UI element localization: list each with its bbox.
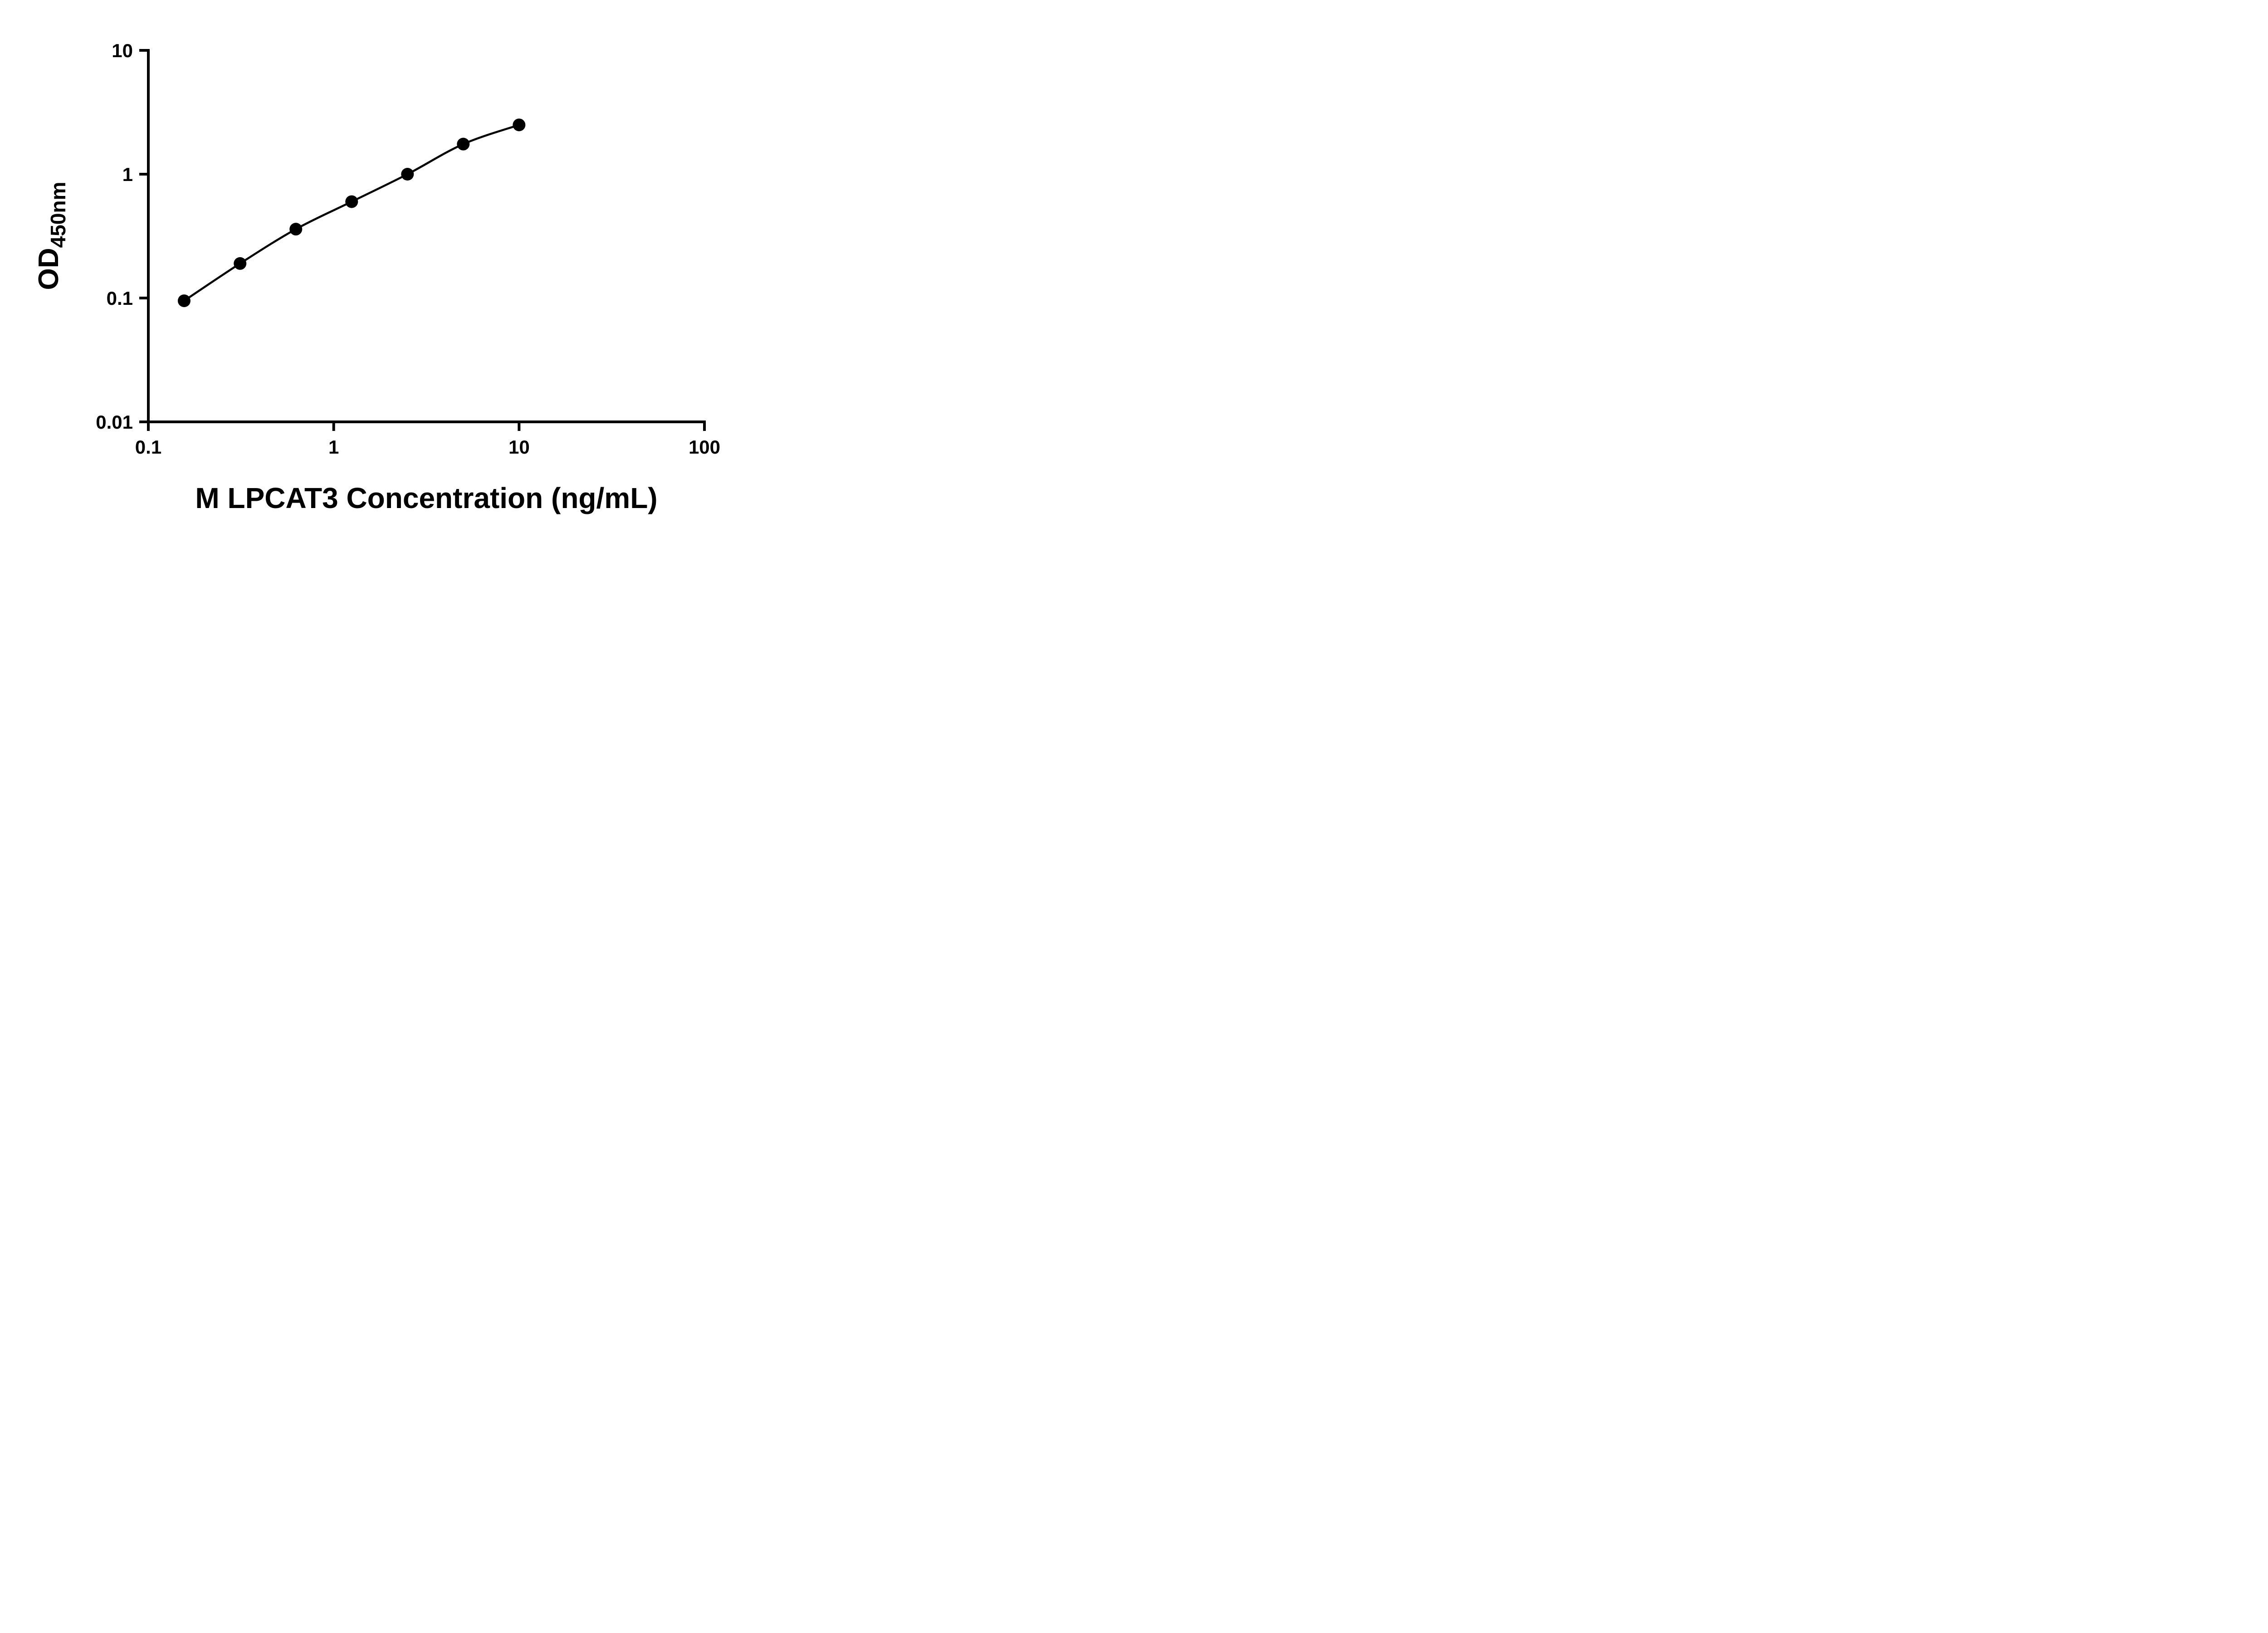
data-point-marker	[177, 294, 191, 308]
y-axis-tick-label: 10	[112, 40, 133, 61]
x-axis-tick-label: 100	[689, 436, 720, 458]
data-point-marker	[289, 223, 303, 236]
x-axis-title: M LPCAT3 Concentration (ng/mL)	[195, 482, 657, 514]
data-point-marker	[401, 168, 414, 181]
x-axis-tick-label: 1	[328, 436, 339, 458]
data-point-marker	[513, 118, 526, 132]
x-axis-tick-label: 0.1	[135, 436, 161, 458]
data-point-marker	[345, 195, 358, 208]
data-point-marker	[234, 257, 247, 270]
y-axis-tick-label: 1	[122, 164, 133, 185]
y-axis-tick-label: 0.1	[107, 288, 133, 309]
series-layer	[177, 118, 526, 308]
x-axis-tick-label: 10	[508, 436, 530, 458]
y-axis-title-main: OD	[33, 248, 64, 290]
y-axis-tick-label: 0.01	[96, 411, 133, 433]
y-axis-title-sub: 450nm	[46, 182, 70, 248]
elisa-standard-curve-figure: 0.01 0.1 1 10 0.1 1 10 100 M LPCAT3 Concentrati…	[0, 0, 777, 544]
y-axis-title: OD450nm	[33, 182, 70, 290]
data-point-marker	[457, 137, 470, 151]
series-curve	[183, 124, 520, 302]
